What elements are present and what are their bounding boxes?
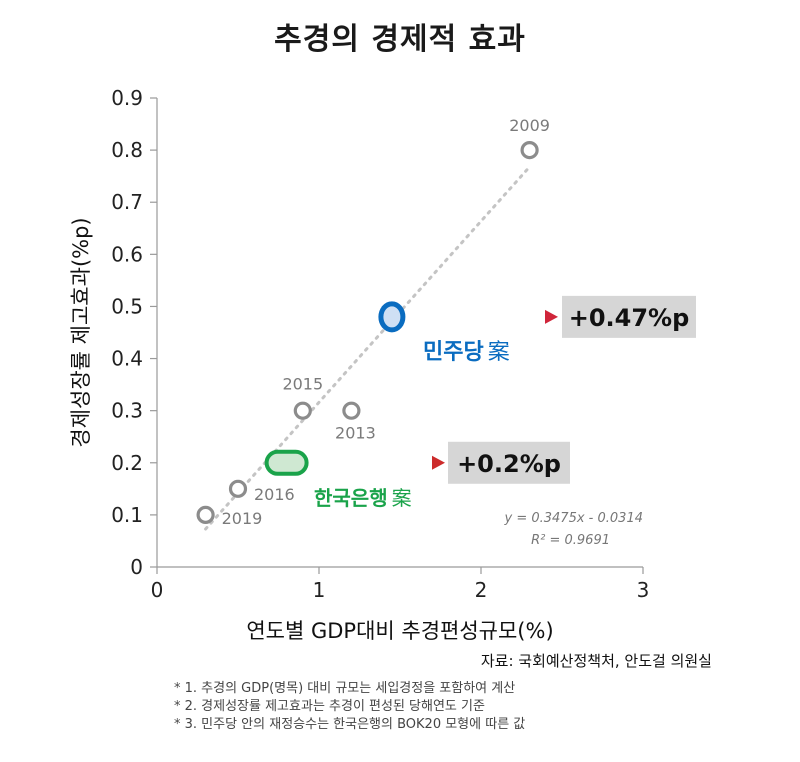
- x-tick-label: 3: [637, 578, 650, 602]
- y-tick-label: 0.8: [111, 138, 143, 162]
- y-tick-label: 0.6: [111, 242, 143, 266]
- trendline-path: [204, 165, 532, 531]
- y-tick-label: 0.7: [111, 190, 143, 214]
- estimate-source-name: 민주당: [423, 340, 484, 365]
- point-label: 2019: [222, 509, 263, 528]
- data-point: [293, 401, 312, 420]
- trendline-r2: R² = 0.9691: [531, 533, 610, 548]
- y-tick-label: 0.9: [111, 86, 143, 110]
- trendline: y = 0.3475x - 0.0314 R² = 0.9691: [204, 165, 643, 548]
- data-point: [342, 401, 361, 420]
- estimate-source-label: 민주당 案: [423, 340, 510, 365]
- estimate-value: +0.2%p: [457, 450, 561, 478]
- estimate-value-box: [448, 441, 570, 484]
- data-point: [196, 505, 215, 524]
- data-point: [228, 479, 248, 498]
- y-tick-label: 0.3: [111, 399, 143, 423]
- x-tick-label: 0: [151, 578, 164, 602]
- y-tick-label: 0.1: [111, 503, 143, 527]
- estimate-source-suffix: 案: [392, 486, 412, 510]
- point-label: 2009: [509, 116, 550, 135]
- chart-axes: 0 0.1 0.2 0.3 0.4 0.5 0.6 0.7 0.8 0.9 0 1 2 3: [111, 86, 649, 602]
- footnote: * 1. 추경의 GDP(명목) 대비 규모는 세입경정을 포함하여 계산: [174, 681, 516, 696]
- x-tick-label: 1: [313, 578, 326, 602]
- estimate-source-name: 한국은행: [314, 486, 388, 510]
- data-point: [520, 141, 539, 160]
- trendline-equation: y = 0.3475x - 0.0314: [504, 511, 643, 526]
- estimate-value: +0.47%p: [569, 304, 690, 332]
- y-tick-label: 0.5: [111, 294, 143, 318]
- arrow-head: [545, 309, 558, 324]
- axis-labels: 연도별 GDP대비 추경편성규모(%) 경제성장률 제고효과(%p): [69, 217, 554, 643]
- x-axis-title: 연도별 GDP대비 추경편성규모(%): [246, 619, 553, 643]
- y-tick-label: 0: [130, 555, 143, 579]
- y-tick-label: 0.4: [111, 347, 143, 371]
- data-points: 2019 2016 2015 2013 2009: [196, 116, 550, 528]
- chart-title: 추경의 경제적 효과: [274, 22, 526, 57]
- footnote: * 2. 경제성장률 제고효과는 추경이 편성된 당해연도 기준: [174, 699, 485, 714]
- estimate-value-box: [562, 295, 696, 338]
- y-axis-title: 경제성장률 제고효과(%p): [69, 217, 93, 447]
- estimate-marker: [264, 449, 309, 476]
- arrow-head: [432, 455, 445, 470]
- source-note: 자료: 국회예산정책처, 안도걸 의원실: [480, 652, 712, 670]
- point-label: 2015: [282, 375, 323, 394]
- footnotes: * 1. 추경의 GDP(명목) 대비 규모는 세입경정을 포함하여 계산 * …: [174, 680, 525, 734]
- estimate-source-label: 한국은행 案: [314, 486, 412, 510]
- x-tick-label: 2: [475, 578, 488, 602]
- point-label: 2013: [335, 424, 376, 443]
- point-label: 2016: [254, 485, 295, 504]
- estimate-marker: [378, 301, 406, 333]
- y-tick-label: 0.2: [111, 451, 143, 475]
- estimate-source-suffix: 案: [488, 340, 510, 365]
- footnote: * 3. 민주당 안의 재정승수는 한국은행의 BOK20 모형에 따른 값: [174, 717, 526, 732]
